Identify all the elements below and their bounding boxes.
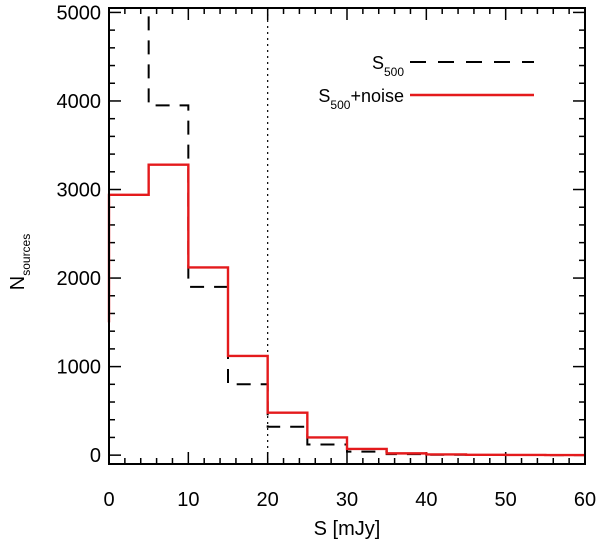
x-axis-title: S [mJy] [314, 518, 381, 540]
y-tick-label: 3000 [57, 180, 102, 202]
legend-label-main: S [318, 86, 330, 106]
y-tick-label: 4000 [57, 91, 102, 113]
y-tick-label: 0 [90, 445, 101, 467]
x-tick-label: 10 [177, 489, 199, 511]
legend-label-subscript: 500 [384, 65, 404, 79]
x-tick-label: 20 [257, 489, 279, 511]
x-tick-label: 30 [336, 489, 358, 511]
y-tick-label: 2000 [57, 268, 102, 290]
y-axis-title-main: N [7, 276, 29, 290]
x-tick-label: 60 [574, 489, 596, 511]
legend: S500 S500+noise [318, 53, 534, 112]
legend-label-main: S [372, 53, 384, 73]
y-tick-label: 5000 [57, 2, 102, 24]
legend-entry-s500-noise: S500+noise [318, 86, 534, 112]
svg-text:S500: S500 [372, 53, 404, 79]
series-group [107, 7, 585, 457]
series-line-s500-noise [107, 163, 585, 457]
series-line-s500 [109, 7, 585, 457]
tick-labels: 0 10 20 30 40 50 60 0 1000 2000 3000 4000 5000 [57, 2, 597, 511]
svg-text:S500+noise: S500+noise [318, 86, 404, 112]
svg-text:Nsources: Nsources [7, 234, 33, 290]
y-tick-label: 1000 [57, 357, 102, 379]
tick-marks [108, 8, 586, 464]
legend-entry-s500: S500 [372, 53, 534, 79]
legend-label-subscript: 500 [330, 98, 350, 112]
x-tick-label: 50 [495, 489, 517, 511]
x-tick-label: 0 [103, 489, 114, 511]
legend-label-suffix: +noise [350, 86, 404, 106]
x-tick-label: 40 [415, 489, 437, 511]
y-axis-title: Nsources [7, 234, 33, 290]
y-axis-title-subscript: sources [19, 234, 33, 276]
plot-frame [108, 7, 586, 465]
